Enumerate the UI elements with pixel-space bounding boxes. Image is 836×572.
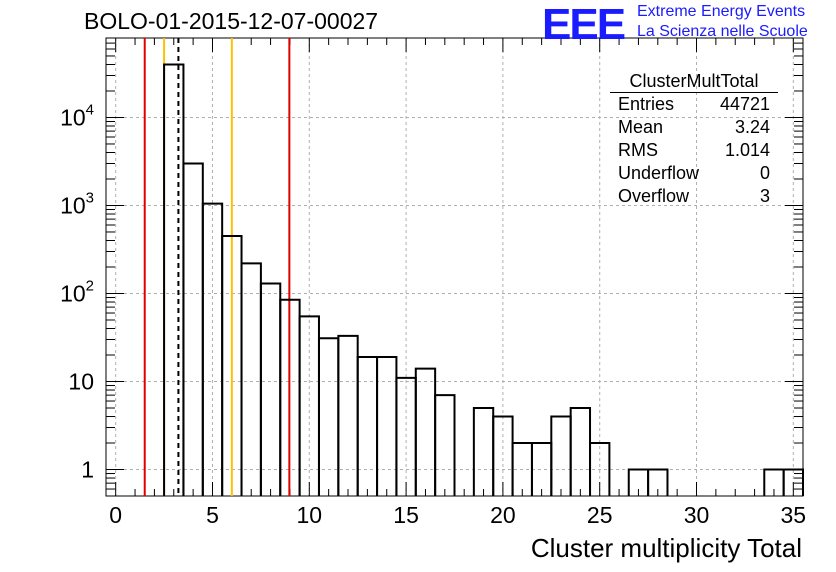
stats-box: ClusterMultTotal Entries 44721 Mean 3.24… <box>610 70 778 208</box>
x-tick-label: 35 <box>781 502 807 528</box>
histogram-bin <box>317 337 340 496</box>
stats-label: Underflow <box>618 163 700 183</box>
histogram-bin <box>182 162 204 496</box>
stats-label: Overflow <box>618 186 690 206</box>
stats-label: RMS <box>618 140 658 160</box>
x-tick-label: 10 <box>296 502 322 528</box>
stats-value: 3 <box>759 186 770 206</box>
x-tick-label: 30 <box>684 502 710 528</box>
histogram-bin <box>337 334 359 496</box>
eee-logo: EEE <box>542 0 626 49</box>
histogram-bin <box>434 394 456 496</box>
logo-line-2: La Scienza nelle Scuole <box>637 23 808 40</box>
y-tick-label: 103 <box>60 189 94 218</box>
y-tick-label: 10 <box>68 369 94 395</box>
histogram-bin <box>647 468 669 496</box>
x-tick-label: 0 <box>109 502 122 528</box>
stats-label: Mean <box>618 117 664 137</box>
histogram-bin <box>163 63 185 496</box>
x-axis-label: Cluster multiplicity Total <box>530 533 802 563</box>
stats-title: ClusterMultTotal <box>610 70 778 93</box>
histogram-bin <box>259 282 282 496</box>
stats-row-entries: Entries 44721 <box>610 93 778 116</box>
y-tick-label: 102 <box>60 277 94 306</box>
y-tick-label: 1 <box>81 457 94 483</box>
stats-row-mean: Mean 3.24 <box>610 116 778 139</box>
stats-value: 1.014 <box>724 140 770 160</box>
plot-title: BOLO-01-2015-12-07-00027 <box>84 8 379 34</box>
x-tick-label: 25 <box>587 502 613 528</box>
histogram-bin <box>472 406 495 496</box>
stats-value: 3.24 <box>734 117 770 137</box>
histogram-bin <box>589 442 611 496</box>
histogram-bin <box>356 355 379 496</box>
histogram-bin <box>240 262 262 496</box>
stats-value: 0 <box>759 163 770 183</box>
logo-line-1: Extreme Energy Events <box>637 3 806 20</box>
x-tick-label: 20 <box>490 502 516 528</box>
histogram-bin <box>782 468 804 496</box>
histogram-bin <box>414 367 437 496</box>
stats-row-overflow: Overflow 3 <box>610 185 778 208</box>
x-tick-label: 5 <box>206 502 219 528</box>
stats-row-underflow: Underflow 0 <box>610 162 778 185</box>
stats-label: Entries <box>618 94 675 114</box>
stats-value: 44721 <box>719 94 770 114</box>
y-tick-label: 104 <box>60 101 94 130</box>
stats-row-rms: RMS 1.014 <box>610 139 778 162</box>
histogram-bin <box>376 355 398 496</box>
histogram-bin <box>569 406 592 496</box>
histogram-bin <box>550 415 572 496</box>
x-tick-label: 15 <box>393 502 419 528</box>
